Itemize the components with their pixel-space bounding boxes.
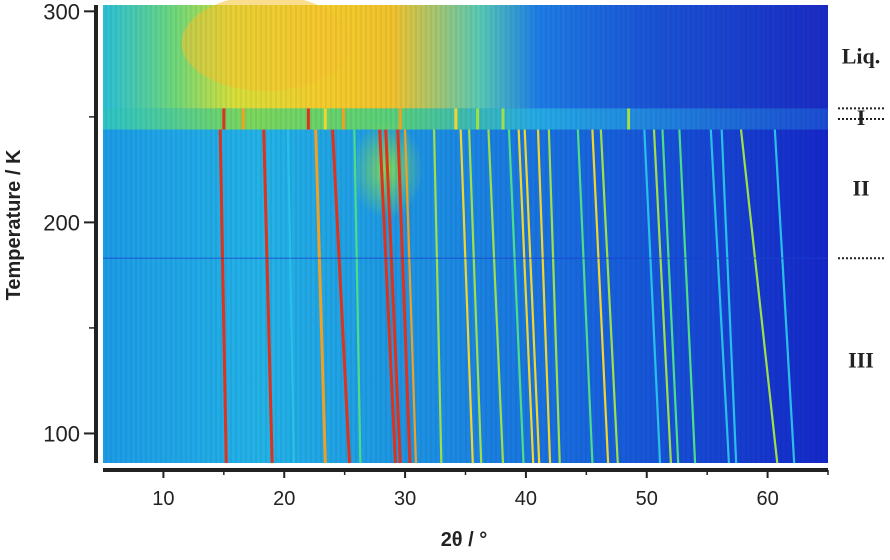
y-axis-label: Temperature / K [3, 149, 25, 300]
x-tick-label: 30 [394, 488, 416, 510]
peak-line-phase-ii-iii [536, 129, 552, 464]
x-axis-label: 2θ / ° [441, 529, 488, 551]
peak-line-phase-ii-iii [576, 129, 594, 464]
peak-line-phase-ii-iii [353, 129, 362, 464]
peak-line-phase-ii-iii [396, 129, 412, 464]
peak-line-phase-ii-iii [487, 129, 505, 464]
peak-line-phase-ii-iii [523, 129, 541, 464]
phase-label: III [848, 348, 874, 373]
peak-line-phase-ii-iii [599, 129, 619, 464]
peak-line-phase-ii-iii [507, 129, 525, 464]
peak-line-phase-ii-iii [652, 129, 673, 464]
peak-line-phase-ii-iii [739, 129, 779, 464]
peak-line-phase-ii-iii [286, 129, 296, 464]
y-tick-label: 300 [43, 0, 80, 24]
peak-line-phase-ii-iii [403, 129, 418, 464]
axes: 10 20 30 40 50 60 100 200 300 [43, 0, 829, 510]
peak-line-phase-ii-iii [468, 129, 483, 464]
peak-line-phase-ii-iii [459, 129, 474, 464]
y-tick-label: 100 [43, 421, 80, 446]
phase-label: I [857, 105, 866, 130]
peak-line-phase-ii-iii [384, 129, 402, 464]
peak-line-phase-ii-iii [547, 129, 561, 464]
peak-line-phase-ii-iii [709, 129, 731, 464]
phase-label: II [852, 176, 869, 201]
y-tick-label: 200 [43, 210, 80, 235]
peak-line-phase-ii-iii [678, 129, 697, 464]
peak-line-phase-ii-iii [218, 129, 228, 464]
phase-label: Liq. [842, 44, 881, 69]
x-tick-label: 10 [152, 488, 174, 510]
peak-line-phase-ii-iii [432, 129, 443, 464]
peak-line-phase-ii-iii [661, 129, 680, 464]
peak-line-phase-ii-iii [517, 129, 535, 464]
peak-line-phase-ii-iii [773, 129, 796, 464]
peak-line-phase-ii-iii [720, 129, 738, 464]
peak-line-phase-ii-iii [331, 129, 351, 464]
peak-line-phase-ii-iii [378, 129, 397, 464]
peak-line-phase-ii-iii [314, 129, 327, 464]
x-tick-label: 50 [636, 488, 658, 510]
plot-area [103, 0, 828, 464]
peak-line-phase-ii-iii [262, 129, 274, 464]
peak-line-phase-ii-iii [591, 129, 610, 464]
x-tick-label: 40 [515, 488, 537, 510]
peak-line-phase-ii-iii [643, 129, 662, 464]
x-tick-label: 20 [273, 488, 295, 510]
x-tick-label: 60 [756, 488, 778, 510]
